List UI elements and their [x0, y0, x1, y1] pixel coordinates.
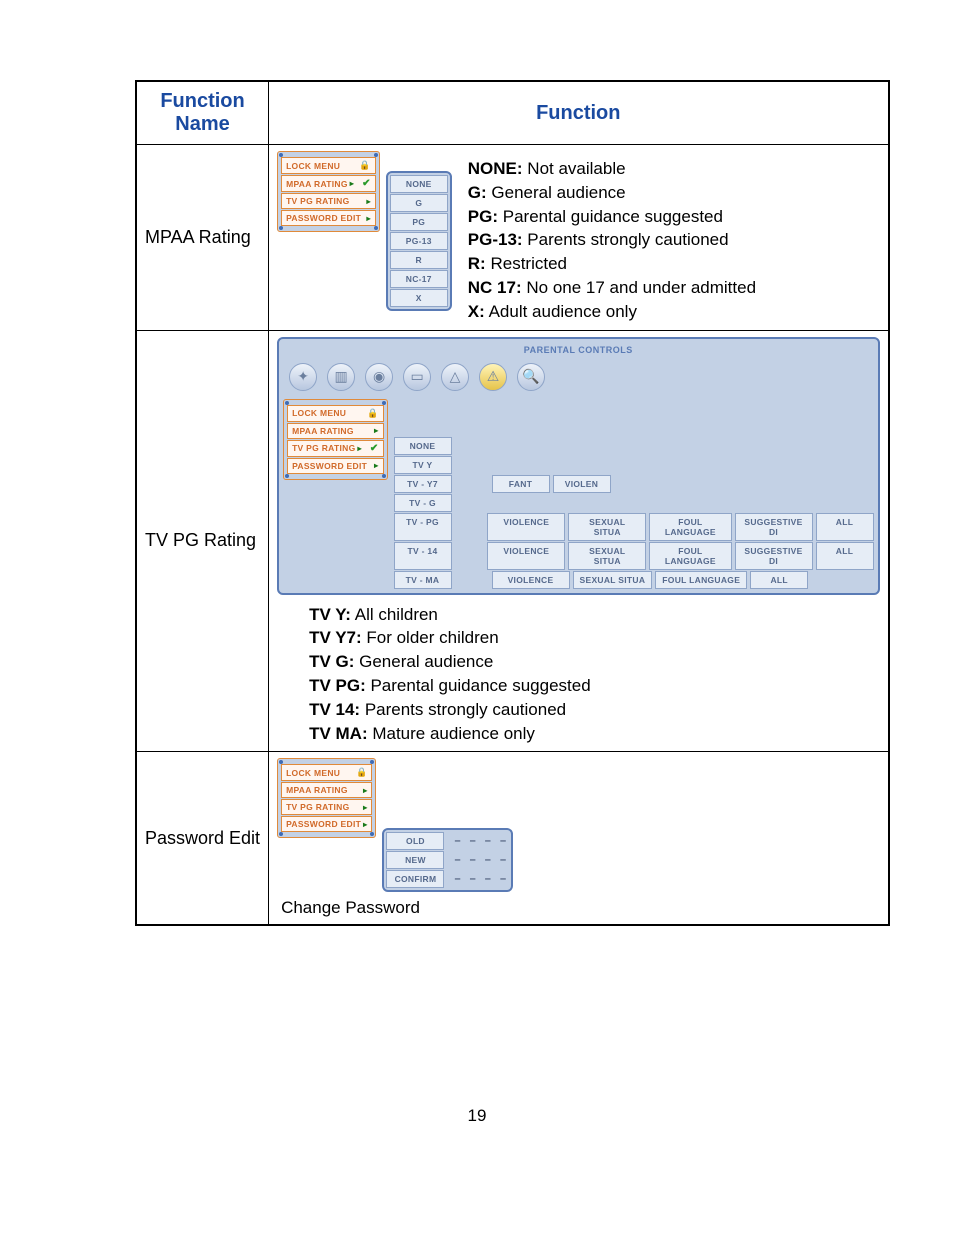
tv-opt[interactable]: TV - PG	[394, 513, 452, 541]
menu-lock[interactable]: LOCK MENU🔒	[281, 157, 376, 174]
tools-icon[interactable]: △	[441, 363, 469, 391]
search-icon[interactable]: 🔍	[517, 363, 545, 391]
tv-opt[interactable]: TV - G	[394, 494, 452, 512]
picture-icon[interactable]: ▥	[327, 363, 355, 391]
tv-opt[interactable]: TV Y	[394, 456, 452, 474]
mpaa-opt[interactable]: R	[390, 251, 448, 269]
mpaa-opt[interactable]: X	[390, 289, 448, 307]
mpaa-opt[interactable]: NONE	[390, 175, 448, 193]
alert-icon[interactable]: ⚠	[479, 363, 507, 391]
mpaa-opt[interactable]: PG-13	[390, 232, 448, 250]
menu-mpaa[interactable]: MPAA RATING▸✔	[281, 175, 376, 192]
lock-menu-panel: LOCK MENU🔒 MPAA RATING▸ TV PG RATING▸✔ P…	[283, 399, 387, 480]
change-password-label: Change Password	[277, 892, 879, 918]
mpaa-descriptions: NONE: Not available G: General audience …	[468, 157, 756, 324]
tv-opt[interactable]: TV - MA	[394, 571, 452, 589]
menu-pwd[interactable]: PASSWORD EDIT▸	[281, 816, 372, 832]
arrow-icon: ▸	[374, 461, 378, 470]
arrow-icon: ▸	[350, 179, 354, 188]
mpaa-opt[interactable]: G	[390, 194, 448, 212]
tv-opt[interactable]: TV - Y7	[394, 475, 452, 493]
menu-pwd[interactable]: PASSWORD EDIT▸	[281, 210, 376, 226]
tv-tag[interactable]: VIOLENCE	[492, 571, 570, 589]
settings-icon[interactable]: ✦	[289, 363, 317, 391]
function-table: Function Name Function MPAA Rating LOCK …	[135, 80, 890, 926]
pwd-old[interactable]: OLD	[386, 832, 444, 850]
lock-menu-panel: LOCK MENU🔒 MPAA RATING▸✔ TV PG RATING▸ P…	[277, 151, 380, 232]
tv-tag[interactable]: SUGGESTIVE DI	[735, 542, 813, 570]
pwd-dashes: – – – –	[444, 873, 509, 885]
lock-menu-panel: LOCK MENU🔒 MPAA RATING▸ TV PG RATING▸ PA…	[277, 758, 376, 838]
tv-opt[interactable]: TV - 14	[394, 542, 452, 570]
check-icon: ✔	[370, 443, 379, 454]
menu-tvpg[interactable]: TV PG RATING▸	[281, 193, 376, 209]
parental-title: PARENTAL CONTROLS	[283, 343, 873, 359]
page-number: 19	[135, 1106, 819, 1126]
mpaa-opt[interactable]: NC-17	[390, 270, 448, 288]
menu-tvpg[interactable]: TV PG RATING▸	[281, 799, 372, 815]
row-mpaa-content: LOCK MENU🔒 MPAA RATING▸✔ TV PG RATING▸ P…	[269, 145, 889, 331]
audio-icon[interactable]: ◉	[365, 363, 393, 391]
tv-tag[interactable]: VIOLENCE	[487, 542, 565, 570]
tv-tag[interactable]: VIOLEN	[553, 475, 611, 493]
tv-tag[interactable]: FANT	[492, 475, 550, 493]
arrow-icon: ▸	[366, 214, 370, 223]
menu-mpaa[interactable]: MPAA RATING▸	[287, 423, 383, 439]
check-icon: ✔	[362, 178, 371, 189]
header-function-name: Function Name	[136, 81, 269, 145]
mpaa-opt[interactable]: PG	[390, 213, 448, 231]
row-tvpg-name: TV PG Rating	[136, 330, 269, 752]
pwd-new[interactable]: NEW	[386, 851, 444, 869]
menu-pwd[interactable]: PASSWORD EDIT▸	[287, 458, 383, 474]
arrow-icon: ▸	[363, 803, 367, 812]
row-pwd-content: LOCK MENU🔒 MPAA RATING▸ TV PG RATING▸ PA…	[269, 752, 889, 926]
tv-opt[interactable]: NONE	[394, 437, 452, 455]
tv-tag[interactable]: SEXUAL SITUA	[568, 513, 646, 541]
screen-icon[interactable]: ▭	[403, 363, 431, 391]
menu-mpaa[interactable]: MPAA RATING▸	[281, 782, 372, 798]
tv-tag[interactable]: VIOLENCE	[487, 513, 565, 541]
tv-tag[interactable]: SEXUAL SITUA	[573, 571, 653, 589]
arrow-icon: ▸	[363, 820, 367, 829]
tv-tag[interactable]: ALL	[750, 571, 808, 589]
arrow-icon: ▸	[363, 786, 367, 795]
tv-tag[interactable]: FOUL LANGUAGE	[655, 571, 747, 589]
tv-tag[interactable]: SUGGESTIVE DI	[735, 513, 813, 541]
pwd-dashes: – – – –	[444, 835, 509, 847]
lock-icon: 🔒	[367, 408, 379, 419]
pwd-dashes: – – – –	[444, 854, 509, 866]
row-tvpg-content: PARENTAL CONTROLS ✦ ▥ ◉ ▭ △ ⚠ 🔍 LOCK M	[269, 330, 889, 752]
tv-tag[interactable]: FOUL LANGUAGE	[649, 542, 731, 570]
menu-lock[interactable]: LOCK MENU🔒	[287, 405, 383, 422]
arrow-icon: ▸	[374, 426, 378, 435]
menu-lock[interactable]: LOCK MENU🔒	[281, 764, 372, 781]
row-pwd-name: Password Edit	[136, 752, 269, 926]
lock-icon: 🔒	[359, 160, 371, 171]
tv-tag[interactable]: ALL	[816, 513, 874, 541]
arrow-icon: ▸	[357, 444, 361, 453]
arrow-icon: ▸	[366, 197, 370, 206]
tv-tag[interactable]: ALL	[816, 542, 874, 570]
tv-tag[interactable]: SEXUAL SITUA	[568, 542, 646, 570]
osd-icon-row: ✦ ▥ ◉ ▭ △ ⚠ 🔍	[283, 359, 873, 399]
row-mpaa-name: MPAA Rating	[136, 145, 269, 331]
pwd-confirm[interactable]: CONFIRM	[386, 870, 444, 888]
header-function: Function	[269, 81, 889, 145]
tv-tag[interactable]: FOUL LANGUAGE	[649, 513, 731, 541]
lock-icon: 🔒	[356, 767, 368, 778]
menu-tvpg[interactable]: TV PG RATING▸✔	[287, 440, 383, 457]
tv-descriptions: TV Y: All children TV Y7: For older chil…	[277, 595, 879, 746]
